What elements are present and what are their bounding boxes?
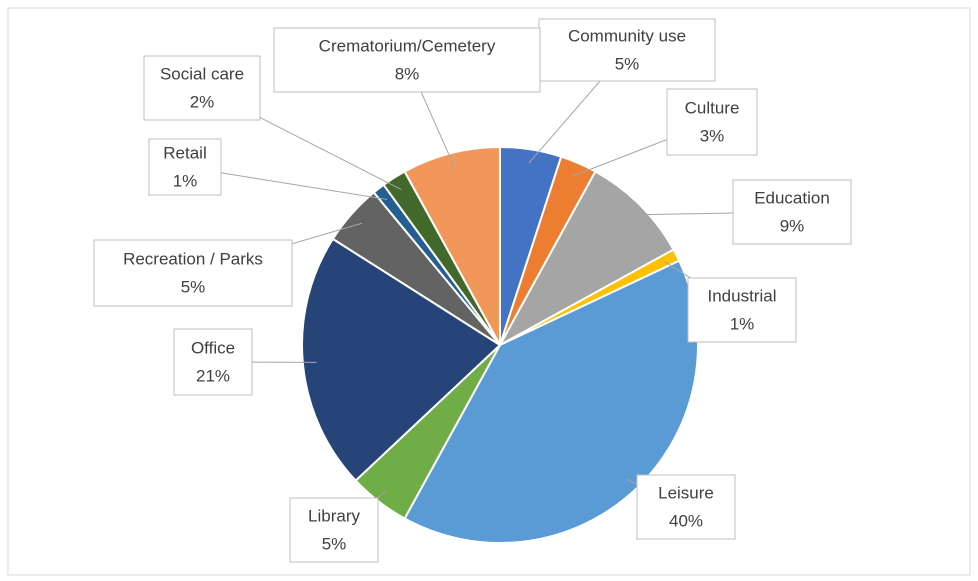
label-category: Education (754, 188, 830, 207)
label-value: 5% (322, 534, 347, 553)
label-category: Community use (568, 26, 686, 45)
label-category: Culture (685, 98, 740, 117)
label-box (93, 239, 293, 307)
label-category: Crematorium/Cemetery (319, 36, 496, 55)
label-box (538, 18, 716, 82)
label-box (289, 497, 379, 563)
label-value: 21% (196, 366, 230, 385)
label-box (636, 474, 736, 540)
pie-slice (497, 170, 675, 348)
label-value: 8% (395, 64, 420, 83)
label-value: 2% (190, 92, 215, 111)
label-box (732, 179, 852, 245)
label-value: 5% (181, 277, 206, 296)
label-category: Office (191, 338, 235, 357)
label-box (666, 88, 758, 156)
label-value: 40% (669, 511, 703, 530)
label-category: Social care (160, 64, 244, 83)
label-box (173, 328, 253, 396)
label-box (143, 55, 261, 121)
pie-slice (403, 145, 501, 346)
pie-slice (301, 237, 502, 482)
label-value: 3% (700, 126, 725, 145)
label-value: 1% (730, 314, 755, 333)
label-box (148, 138, 222, 196)
label-category: Library (308, 506, 360, 525)
label-value: 9% (780, 216, 805, 235)
label-category: Leisure (658, 483, 714, 502)
label-value: 1% (173, 171, 198, 190)
label-box (273, 27, 541, 93)
label-value: 5% (615, 54, 640, 73)
label-category: Industrial (708, 286, 777, 305)
label-category: Retail (163, 143, 206, 162)
label-box (687, 277, 797, 343)
label-category: Recreation / Parks (123, 249, 263, 268)
